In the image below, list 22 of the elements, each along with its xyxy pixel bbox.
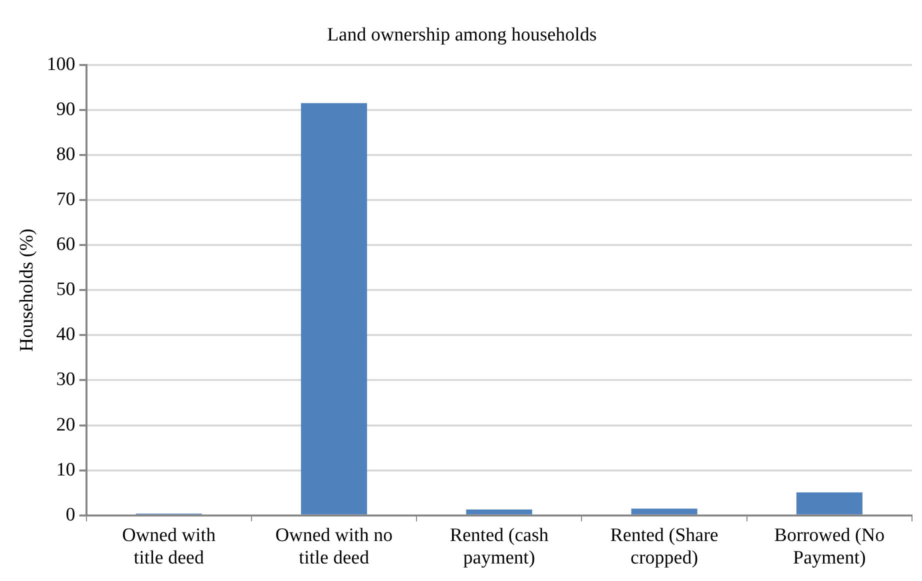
x-tick-label: Owned with title deed bbox=[122, 524, 216, 569]
x-tick-label: Rented (cash payment) bbox=[450, 524, 549, 569]
y-axis-title: Households (%) bbox=[16, 228, 38, 352]
y-tick-label: 20 bbox=[56, 414, 76, 436]
y-tick-label: 0 bbox=[66, 504, 76, 526]
x-tick-label: Rented (Share cropped) bbox=[610, 524, 718, 569]
bar bbox=[300, 103, 368, 514]
y-tick-label: 90 bbox=[56, 98, 76, 120]
y-tick-label: 10 bbox=[56, 459, 76, 480]
bar bbox=[466, 510, 532, 514]
bar bbox=[796, 492, 862, 514]
y-tick-label: 100 bbox=[46, 54, 76, 75]
y-tick-label: 80 bbox=[56, 144, 76, 165]
y-tick-label: 50 bbox=[56, 279, 76, 300]
y-tick-label: 60 bbox=[56, 234, 76, 256]
bar bbox=[631, 508, 698, 514]
y-tick-label: 30 bbox=[56, 369, 76, 390]
y-tick-label: 40 bbox=[56, 324, 76, 346]
x-tick-label: Owned with no title deed bbox=[275, 524, 393, 569]
y-tick-label: 70 bbox=[56, 188, 76, 210]
x-tick-label: Borrowed (No Payment) bbox=[774, 524, 885, 569]
chart-title: Land ownership among households bbox=[327, 24, 597, 46]
